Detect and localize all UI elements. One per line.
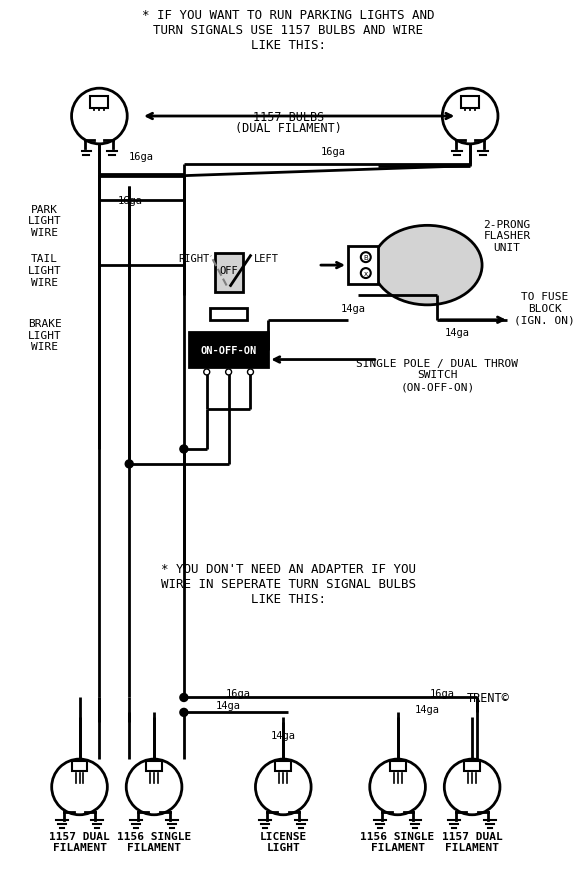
Circle shape bbox=[204, 369, 210, 375]
Text: 16ga: 16ga bbox=[430, 687, 455, 697]
Circle shape bbox=[370, 759, 425, 814]
Bar bbox=[390, 761, 406, 772]
Bar bbox=[461, 97, 479, 109]
Circle shape bbox=[180, 694, 188, 702]
Text: * IF YOU WANT TO RUN PARKING LIGHTS AND
TURN SIGNALS USE 1157 BULBS AND WIRE
LIK: * IF YOU WANT TO RUN PARKING LIGHTS AND … bbox=[142, 9, 435, 52]
Bar bbox=[146, 761, 162, 772]
Circle shape bbox=[442, 89, 498, 145]
Bar bbox=[464, 761, 480, 772]
Circle shape bbox=[180, 445, 188, 453]
Circle shape bbox=[225, 369, 232, 375]
Circle shape bbox=[361, 253, 371, 263]
Text: 1157 DUAL
FILAMENT: 1157 DUAL FILAMENT bbox=[49, 831, 110, 853]
Text: PARK
LIGHT
WIRE: PARK LIGHT WIRE bbox=[28, 205, 62, 238]
Text: 1157 BULBS: 1157 BULBS bbox=[253, 110, 324, 123]
Text: * YOU DON'T NEED AN ADAPTER IF YOU
WIRE IN SEPERATE TURN SIGNAL BULBS
LIKE THIS:: * YOU DON'T NEED AN ADAPTER IF YOU WIRE … bbox=[161, 562, 416, 605]
Bar bbox=[348, 247, 378, 284]
Text: RIGHT: RIGHT bbox=[178, 253, 209, 264]
Text: B: B bbox=[363, 255, 368, 261]
Text: 1156 SINGLE
FILAMENT: 1156 SINGLE FILAMENT bbox=[360, 831, 435, 853]
Text: 1156 SINGLE
FILAMENT: 1156 SINGLE FILAMENT bbox=[117, 831, 191, 853]
Text: 14ga: 14ga bbox=[444, 327, 469, 337]
Text: (DUAL FILAMENT): (DUAL FILAMENT) bbox=[235, 122, 342, 135]
Circle shape bbox=[125, 460, 133, 468]
Text: 16ga: 16ga bbox=[226, 687, 251, 697]
Bar bbox=[71, 761, 88, 772]
Text: TRENT©: TRENT© bbox=[467, 691, 510, 704]
Circle shape bbox=[52, 759, 107, 814]
Text: 14ga: 14ga bbox=[216, 701, 241, 711]
Text: 16ga: 16ga bbox=[117, 197, 142, 207]
Text: BRAKE
LIGHT
WIRE: BRAKE LIGHT WIRE bbox=[28, 319, 62, 352]
Bar bbox=[215, 253, 242, 293]
Text: TO FUSE
BLOCK
(IGN. ON): TO FUSE BLOCK (IGN. ON) bbox=[514, 292, 575, 325]
Bar bbox=[91, 97, 108, 109]
Text: SINGLE POLE / DUAL THROW
SWITCH
(ON-OFF-ON): SINGLE POLE / DUAL THROW SWITCH (ON-OFF-… bbox=[356, 358, 518, 392]
Text: x: x bbox=[364, 271, 368, 277]
Bar bbox=[189, 333, 268, 367]
Text: OFF: OFF bbox=[219, 266, 238, 275]
Text: 14ga: 14ga bbox=[340, 303, 365, 314]
Circle shape bbox=[361, 269, 371, 279]
Text: TAIL
LIGHT
WIRE: TAIL LIGHT WIRE bbox=[28, 254, 62, 287]
Text: LEFT: LEFT bbox=[254, 253, 279, 264]
Text: 16ga: 16ga bbox=[321, 147, 346, 156]
Circle shape bbox=[71, 89, 127, 145]
Circle shape bbox=[248, 369, 253, 375]
Text: LICENSE
LIGHT: LICENSE LIGHT bbox=[260, 831, 307, 853]
Text: 14ga: 14ga bbox=[271, 730, 296, 740]
Circle shape bbox=[444, 759, 500, 814]
Bar bbox=[275, 761, 291, 772]
Bar bbox=[210, 309, 248, 321]
Circle shape bbox=[126, 759, 182, 814]
Circle shape bbox=[256, 759, 311, 814]
Text: 2-PRONG
FLASHER
UNIT: 2-PRONG FLASHER UNIT bbox=[483, 219, 530, 253]
Text: 1157 DUAL
FILAMENT: 1157 DUAL FILAMENT bbox=[442, 831, 503, 853]
Text: ON-OFF-ON: ON-OFF-ON bbox=[200, 345, 257, 355]
Ellipse shape bbox=[373, 226, 482, 306]
Text: 16ga: 16ga bbox=[128, 152, 153, 162]
Text: 14ga: 14ga bbox=[415, 704, 440, 714]
Circle shape bbox=[180, 709, 188, 717]
